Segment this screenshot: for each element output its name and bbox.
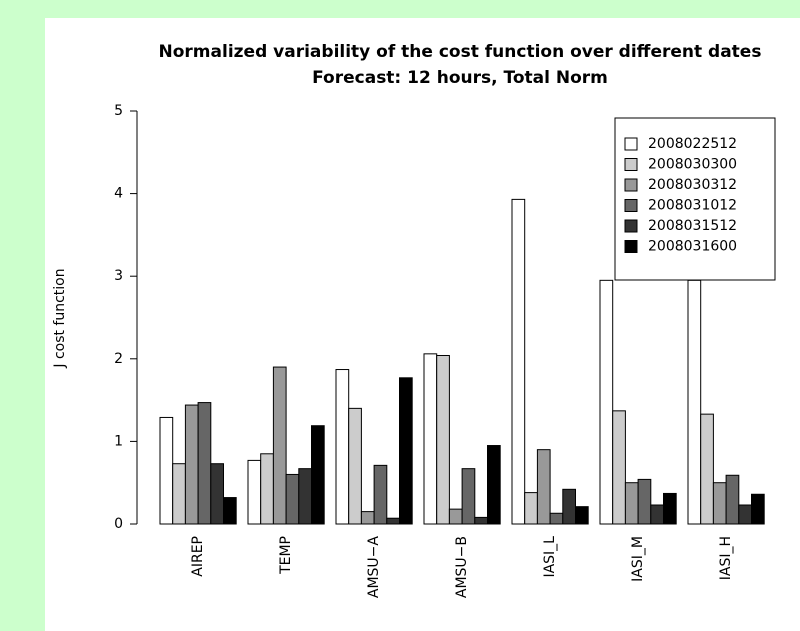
x-tick-label: IASI_L bbox=[542, 536, 558, 578]
legend-swatch bbox=[624, 199, 638, 212]
x-tick-label: IASI_H bbox=[718, 536, 734, 580]
bar bbox=[210, 463, 225, 525]
legend-label: 2008030300 bbox=[648, 157, 737, 173]
x-tick-label: AMSU−A bbox=[366, 536, 382, 599]
bar bbox=[399, 377, 413, 525]
y-tick-label: 4 bbox=[114, 186, 123, 202]
bar bbox=[436, 354, 450, 525]
y-tick-label: 3 bbox=[114, 268, 123, 284]
bar bbox=[159, 416, 174, 525]
bar bbox=[184, 404, 199, 525]
bar bbox=[360, 511, 375, 525]
bar bbox=[298, 468, 312, 525]
legend-label: 2008031600 bbox=[648, 239, 737, 255]
legend-swatch bbox=[624, 240, 638, 253]
bar bbox=[197, 402, 212, 525]
bar bbox=[461, 468, 476, 525]
bar bbox=[700, 413, 714, 525]
bar bbox=[637, 478, 652, 525]
bar bbox=[575, 506, 589, 525]
bar bbox=[511, 198, 526, 525]
x-tick-label: TEMP bbox=[278, 536, 294, 575]
bar bbox=[650, 504, 664, 525]
x-tick-label: IASI_M bbox=[630, 536, 646, 582]
bar bbox=[285, 473, 300, 525]
legend-box bbox=[614, 117, 776, 281]
legend-swatch bbox=[624, 219, 638, 233]
bar bbox=[738, 504, 752, 525]
bar bbox=[624, 482, 639, 525]
x-tick-label: AMSU−B bbox=[454, 536, 470, 598]
bar bbox=[536, 449, 551, 525]
panel bbox=[45, 18, 800, 631]
y-axis-label: J cost function bbox=[52, 268, 68, 368]
legend-swatch bbox=[624, 158, 638, 171]
legend-label: 2008022512 bbox=[648, 136, 737, 152]
bar bbox=[474, 516, 488, 525]
bar bbox=[751, 493, 765, 525]
bar bbox=[725, 474, 740, 525]
legend-swatch bbox=[624, 178, 638, 192]
bar bbox=[599, 279, 614, 525]
bar bbox=[386, 517, 400, 525]
chart-subtitle: Forecast: 12 hours, Total Norm bbox=[312, 68, 608, 88]
bar bbox=[172, 463, 186, 525]
bar bbox=[663, 492, 677, 525]
y-tick-label: 1 bbox=[114, 433, 123, 449]
bar bbox=[373, 464, 388, 525]
bar bbox=[335, 369, 350, 525]
bar bbox=[311, 425, 325, 525]
bar bbox=[223, 497, 237, 525]
legend-label: 2008030312 bbox=[648, 177, 737, 193]
chart-title: Normalized variability of the cost funct… bbox=[159, 42, 762, 62]
bar bbox=[247, 459, 262, 525]
bar bbox=[524, 492, 538, 525]
bar bbox=[272, 366, 287, 525]
y-tick-label: 0 bbox=[114, 516, 123, 532]
bar bbox=[687, 279, 702, 525]
legend-swatch bbox=[624, 137, 638, 151]
bar bbox=[549, 512, 564, 525]
y-tick-label: 2 bbox=[114, 351, 123, 367]
bar bbox=[562, 488, 576, 525]
x-tick-label: AIREP bbox=[190, 536, 206, 577]
legend-label: 2008031012 bbox=[648, 198, 737, 214]
bar bbox=[260, 453, 274, 525]
bar bbox=[712, 482, 727, 525]
legend-label: 2008031512 bbox=[648, 218, 737, 234]
bar bbox=[487, 445, 501, 525]
bar bbox=[448, 508, 463, 525]
bar bbox=[423, 353, 438, 525]
bar bbox=[348, 407, 362, 525]
bar bbox=[612, 410, 626, 525]
y-tick-label: 5 bbox=[114, 103, 123, 119]
